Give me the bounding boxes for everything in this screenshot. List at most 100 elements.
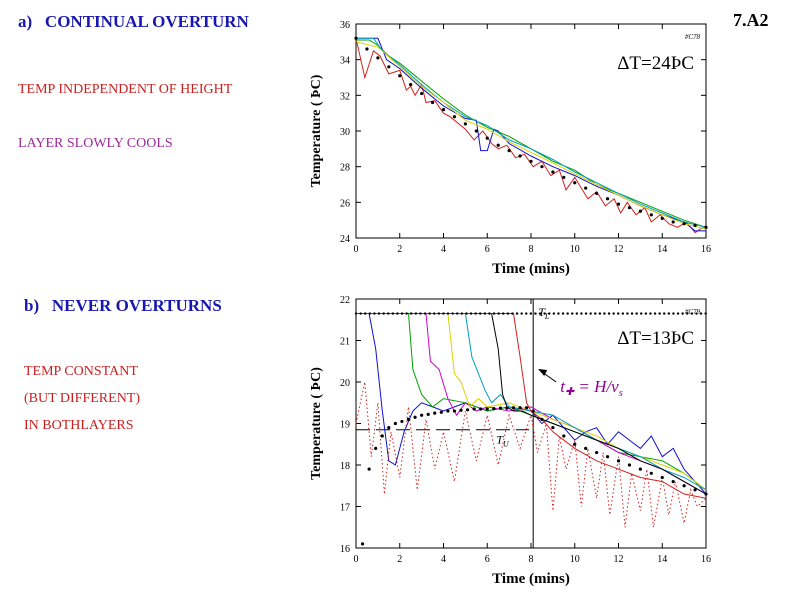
x-tick-label: 6 [485,244,490,255]
x-tick-label: 12 [614,244,624,255]
panel-b-letter: b) [24,296,40,315]
data-point [649,471,653,475]
data-point [682,484,686,488]
data-point [374,446,378,450]
data-point [693,488,697,492]
data-point [354,36,358,40]
x-tick-label: 10 [570,244,580,255]
panel-a-heading: a) CONTINUAL OVERTURN [18,12,249,32]
data-point [507,149,511,153]
data-point [430,100,435,105]
x-tick-label: 6 [485,554,490,565]
data-point [551,170,555,174]
data-point [360,542,365,546]
data-point [465,408,470,412]
x-tick-label: 0 [354,554,359,565]
panel-a-note-2: LAYER SLOWLY COOLS [18,136,173,151]
data-point [452,115,457,119]
x-tick-label: 2 [397,244,402,255]
data-point [573,442,577,446]
data-point [492,406,496,411]
lower-layer-label: TU [496,433,510,449]
y-tick-label: 16 [340,544,350,555]
chart-b: 0 2 4 6 8 10 12 14 16 16 17 18 19 20 21 22 Time (mins) Te… [309,295,711,587]
series-line [355,38,707,234]
data-point [452,409,457,413]
data-point [704,225,708,229]
data-point [496,143,500,147]
data-point [584,446,588,450]
x-tick-label: 14 [657,244,667,255]
data-point [660,475,664,480]
data-point [584,186,588,190]
data-point [367,467,371,471]
data-point [704,492,708,496]
data-point [627,463,632,467]
x-axis-label: Time (mins) [492,571,570,587]
y-tick-label: 24 [340,234,350,245]
data-point [387,65,391,69]
x-axis-label: Time (mins) [492,261,570,277]
data-point [511,406,516,410]
formula-arrowhead [538,369,548,376]
slide-id: 7.A2 [733,10,769,30]
data-point [441,108,446,112]
data-point [409,83,413,87]
data-point [433,411,437,415]
data-point [474,129,478,133]
data-point [682,222,686,226]
data-point [616,202,621,206]
data-point [485,136,489,140]
series-line [355,381,707,528]
y-tick-label: 30 [340,127,350,138]
series-line [356,313,707,499]
data-point [446,409,450,413]
data-point [498,406,502,410]
data-point [627,206,632,210]
data-point [551,426,555,430]
y-tick-label: 20 [340,378,350,389]
data-point [420,91,424,96]
y-tick-label: 18 [340,461,350,472]
data-point [406,417,411,421]
data-point [380,434,384,438]
data-point [693,223,697,228]
data-point [562,434,566,438]
delta-t-annotation: ΔT=24ÞC [617,53,694,74]
data-point [525,406,529,410]
delta-t-annotation: ΔT=13ÞC [617,328,694,349]
data-point [365,47,369,51]
y-tick-label: 34 [340,56,350,67]
panel-a-note-1: TEMP INDEPENDENT OF HEIGHT [18,82,233,97]
y-tick-label: 26 [340,198,350,209]
data-point [505,406,509,410]
data-point [376,56,380,60]
data-point [595,191,599,196]
x-tick-label: 8 [529,554,534,565]
run-id: #C79 [685,308,701,316]
x-tick-label: 16 [701,554,711,565]
y-tick-label: 36 [340,20,350,31]
data-point [660,216,664,220]
data-point [671,480,675,484]
upper-layer-label: TL [538,305,550,321]
y-tick-label: 17 [340,503,350,514]
y-axis-label: Temperature ( ÞC) [309,367,324,480]
data-point [387,426,391,430]
x-tick-label: 4 [441,554,446,565]
data-point [540,417,544,421]
x-tick-label: 8 [529,244,534,255]
data-point [638,209,642,213]
x-tick-label: 2 [397,554,402,565]
data-point [605,197,610,201]
data-point [479,407,483,411]
data-point [518,406,522,410]
series-line [356,313,707,495]
settling-time-formula: t✚ = H/vs [560,377,623,399]
data-point [671,220,675,224]
y-tick-label: 32 [340,91,350,102]
data-point [426,412,430,416]
y-tick-label: 19 [340,420,350,431]
data-point [595,450,599,455]
